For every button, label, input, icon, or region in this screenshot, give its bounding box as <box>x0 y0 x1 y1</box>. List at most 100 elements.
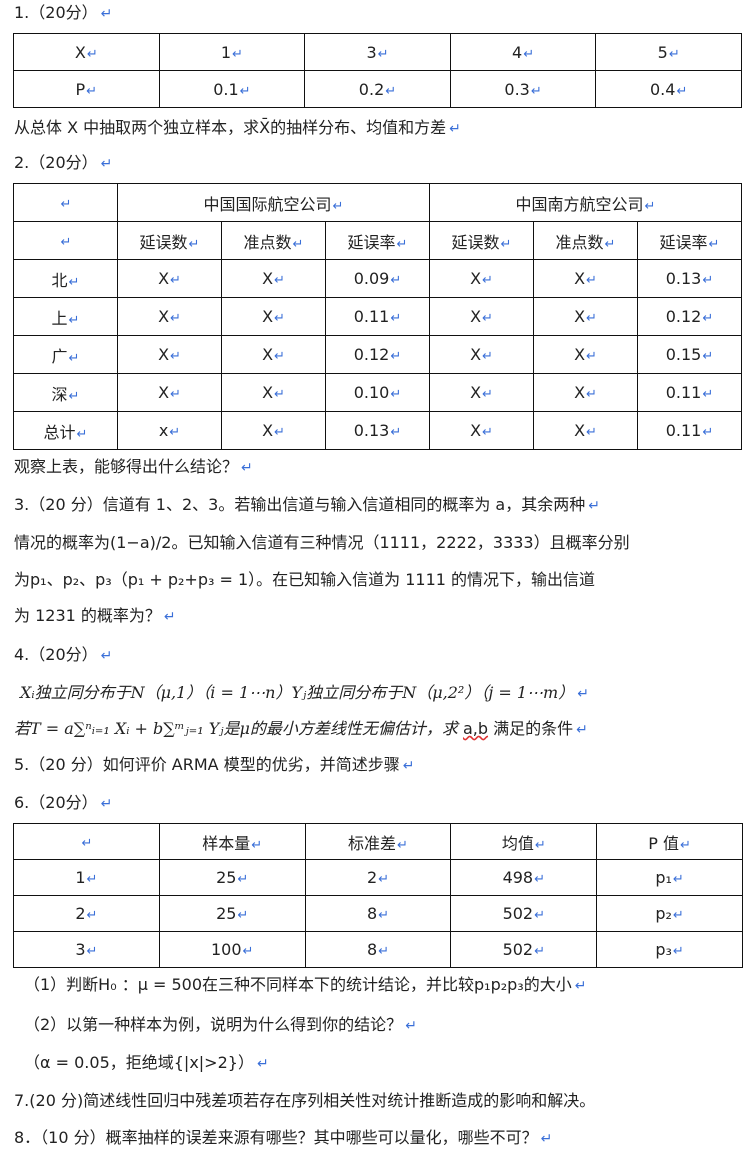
cell: 502 <box>450 931 598 968</box>
q4-line2: 若T = a∑ⁿᵢ₌₁ Xᵢ + b∑ᵐⱼ₌₁ Yⱼ是μ的最小方差线性无偏估计，… <box>14 718 588 741</box>
cell: X <box>429 411 534 450</box>
cell: X <box>429 373 534 412</box>
q4-title: 4.（20分） <box>14 644 112 667</box>
cell: 0.13 <box>325 411 430 450</box>
cell: 25 <box>158 859 306 896</box>
cell <box>13 823 160 860</box>
cell: 2 <box>13 895 160 932</box>
q1-title: 1.（20分） <box>14 2 112 25</box>
cell: 深 <box>13 373 118 412</box>
cell: 0.1 <box>158 70 306 108</box>
table-row: 北XX0.09XX0.13 <box>13 259 742 298</box>
cell: 0.12 <box>637 297 742 336</box>
cell: 标准差 <box>304 823 452 860</box>
q7-text: 7.(20 分)简述线性回归中残差项若存在序列相关性对统计推断造成的影响和解决。 <box>14 1091 596 1110</box>
cell: 准点数 <box>221 221 326 260</box>
cell: 准点数 <box>533 221 638 260</box>
cell: X <box>221 411 326 450</box>
cell: X <box>221 297 326 336</box>
cell: X <box>533 259 638 298</box>
q1-table: X1345 P0.10.20.30.4 <box>13 33 742 108</box>
cell: X <box>429 335 534 374</box>
cell: 延误数 <box>117 221 222 260</box>
cell: 广 <box>13 335 118 374</box>
q1-text: 从总体 X 中抽取两个独立样本，求X̄的抽样分布、均值和方差 <box>14 117 461 140</box>
q6-sub2: （2）以第一种样本为例，说明为什么得到你的结论？ <box>24 1014 417 1037</box>
q3-line: 为 1231 的概率为？ <box>14 605 176 628</box>
q2-title: 2.（20分） <box>14 152 112 175</box>
cell: 1 <box>13 859 160 896</box>
cell: X <box>221 373 326 412</box>
cell: 0.12 <box>325 335 430 374</box>
cell: 502 <box>450 895 598 932</box>
cell: 延误率 <box>325 221 430 260</box>
cell: 0.11 <box>637 411 742 450</box>
q2-table: 中国国际航空公司中国南方航空公司 延误数准点数延误率延误数准点数延误率 北XX0… <box>13 183 742 450</box>
q6-title: 6.（20分） <box>14 792 112 815</box>
cell: 25 <box>158 895 306 932</box>
cell: X <box>117 297 222 336</box>
cell <box>13 183 118 222</box>
cell: X <box>117 259 222 298</box>
cell: p₁ <box>596 859 743 896</box>
cell: P <box>13 70 160 108</box>
cell: 0.13 <box>637 259 742 298</box>
q4-formula: Xᵢ独立同分布于N（μ,1）（i = 1⋯n）Yⱼ独立同分布于N（μ,2²）（j… <box>20 683 575 702</box>
cell: 北 <box>13 259 118 298</box>
table-row: 1252498p₁ <box>13 859 743 896</box>
cell: X <box>533 297 638 336</box>
cell: 3 <box>304 33 451 71</box>
cell: X <box>429 259 534 298</box>
header-row: 样本量标准差均值P 值 <box>13 823 743 860</box>
cell: 0.11 <box>637 373 742 412</box>
cell: 100 <box>158 931 306 968</box>
cell: P 值 <box>596 823 743 860</box>
cell: 498 <box>450 859 598 896</box>
cell: 4 <box>449 33 597 71</box>
table-row: 深XX0.10XX0.11 <box>13 373 742 412</box>
cell: 总计 <box>13 411 118 450</box>
q3-line: 3.（20 分）信道有 1、2、3。若输出信道与输入信道相同的概率为 a，其余两… <box>14 494 600 517</box>
cell: X <box>221 335 326 374</box>
table-row: 总计xX0.13XX0.11 <box>13 411 742 450</box>
cell: p₂ <box>596 895 743 932</box>
table-row: 31008502p₃ <box>13 931 743 968</box>
cell: 0.4 <box>595 70 742 108</box>
cell: 上 <box>13 297 118 336</box>
cell: 0.2 <box>304 70 451 108</box>
cell: 8 <box>304 895 452 932</box>
table-row: 2258502p₂ <box>13 895 743 932</box>
cell: x <box>117 411 222 450</box>
cell: 2 <box>304 859 452 896</box>
cell: X <box>533 335 638 374</box>
q8-text: 8．（10 分）概率抽样的误差来源有哪些？其中哪些可以量化，哪些不可？ <box>14 1127 552 1150</box>
cell: 0.11 <box>325 297 430 336</box>
cell: 延误数 <box>429 221 534 260</box>
q4-text: 满足的条件 <box>488 719 574 738</box>
table-row: 上XX0.11XX0.12 <box>13 297 742 336</box>
cell: 0.10 <box>325 373 430 412</box>
cell: 均值 <box>450 823 598 860</box>
cell: 8 <box>304 931 452 968</box>
q2-question: 观察上表，能够得出什么结论？ <box>14 456 253 479</box>
q4-line1: Xᵢ独立同分布于N（μ,1）（i = 1⋯n）Yⱼ独立同分布于N（μ,2²）（j… <box>20 682 589 705</box>
group-header: 中国南方航空公司 <box>429 183 742 222</box>
cell: X <box>533 373 638 412</box>
cell: 0.09 <box>325 259 430 298</box>
table-row: 广XX0.12XX0.15 <box>13 335 742 374</box>
cell: X <box>117 373 222 412</box>
cell: X <box>429 297 534 336</box>
cell: 0.15 <box>637 335 742 374</box>
q3-line: 情况的概率为(1−a)/2。已知输入信道有三种情况（1111，2222，3333… <box>14 533 630 552</box>
cell: 3 <box>13 931 160 968</box>
cell <box>13 221 118 260</box>
q4-ab: a,b <box>462 719 489 738</box>
group-header: 中国国际航空公司 <box>117 183 430 222</box>
cell: 样本量 <box>158 823 306 860</box>
cell: X <box>221 259 326 298</box>
cell: 5 <box>595 33 742 71</box>
q3-line: 为p₁、p₂、p₃（p₁ + p₂+p₃ = 1）。在已知输入信道为 1111 … <box>14 570 596 589</box>
cell: 延误率 <box>637 221 742 260</box>
q6-sub1: （1）判断H₀ ：μ = 500在三种不同样本下的统计结论，并比较p₁p₂p₃的… <box>24 974 586 997</box>
q6-sub3: （α = 0.05，拒绝域{|x|>2}） <box>24 1052 269 1075</box>
